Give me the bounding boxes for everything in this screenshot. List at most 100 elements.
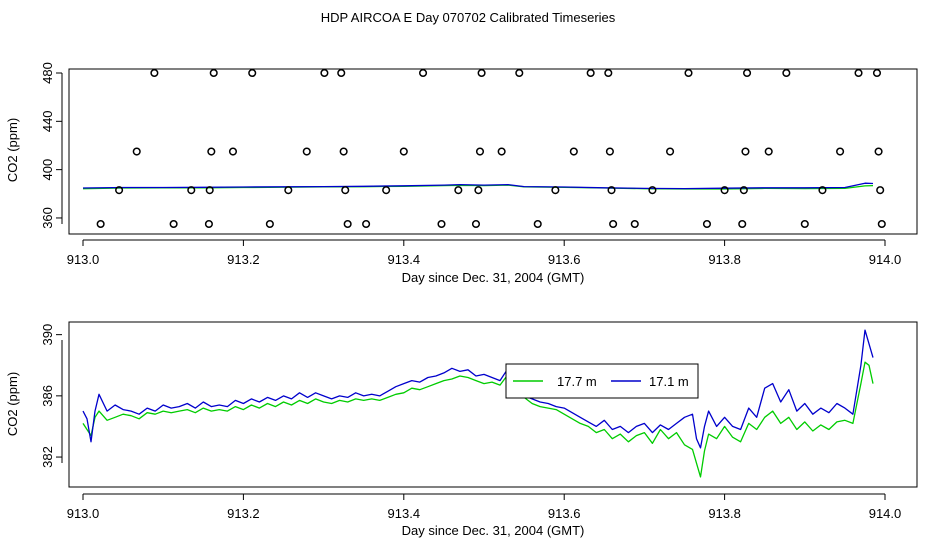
figure-title: HDP AIRCOA E Day 070702 Calibrated Times… xyxy=(321,10,616,25)
scatter-point xyxy=(477,68,486,78)
top-series-group xyxy=(82,182,874,190)
scatter-point xyxy=(284,186,293,195)
scatter-point xyxy=(607,186,616,195)
top-y-tick-label: 400 xyxy=(40,159,55,181)
scatter-point xyxy=(399,147,408,156)
scatter-point xyxy=(782,68,791,78)
scatter-point xyxy=(739,186,748,195)
panel-bottom-line: 913.0 913.2 913.4 913.6 913.8 914.0 382 386 390… xyxy=(5,321,918,538)
bottom-x-tick-label: 913.6 xyxy=(548,506,581,521)
scatter-point xyxy=(648,186,657,195)
top-series-line-blue xyxy=(82,182,874,190)
top-x-tick-label: 913.4 xyxy=(388,252,421,267)
scatter-point xyxy=(702,219,712,229)
scatter-point xyxy=(302,147,311,156)
scatter-point xyxy=(418,68,428,78)
scatter-point xyxy=(800,219,809,229)
top-x-tick-label: 913.2 xyxy=(227,252,260,267)
scatter-point xyxy=(115,186,124,195)
scatter-point xyxy=(339,147,348,156)
scatter-point xyxy=(209,68,218,78)
scatter-point xyxy=(228,147,238,156)
scatter-point xyxy=(533,219,542,229)
top-y-tick-label: 440 xyxy=(40,110,55,132)
bottom-x-ticks: 913.0 913.2 913.4 913.6 913.8 914.0 xyxy=(67,494,902,521)
top-x-tick-label: 914.0 xyxy=(869,252,902,267)
scatter-point xyxy=(720,186,729,195)
scatter-point xyxy=(187,186,196,195)
scatter-point xyxy=(169,219,178,229)
scatter-point xyxy=(265,219,274,229)
scatter-point xyxy=(437,219,446,229)
panel-top-scatter: 913.0 913.2 913.4 913.6 913.8 914.0 360 400 440… xyxy=(5,62,918,285)
scatter-point xyxy=(343,219,352,229)
scatter-point xyxy=(684,68,693,78)
scatter-point xyxy=(551,186,560,195)
scatter-point xyxy=(666,147,675,156)
scatter-point xyxy=(609,219,618,229)
scatter-point xyxy=(743,68,752,78)
scatter-point xyxy=(818,186,827,195)
scatter-point xyxy=(454,186,463,195)
top-x-tick-label: 913.8 xyxy=(708,252,741,267)
scatter-point xyxy=(132,147,141,156)
bottom-y-ticks: 382 386 390 xyxy=(40,324,62,468)
scatter-point xyxy=(872,68,882,78)
top-x-ticks: 913.0 913.2 913.4 913.6 913.8 914.0 xyxy=(67,240,902,267)
bottom-x-tick-label: 913.4 xyxy=(388,506,421,521)
scatter-point xyxy=(836,147,845,156)
scatter-point xyxy=(605,147,614,156)
scatter-point xyxy=(248,68,257,78)
scatter-point xyxy=(630,219,639,229)
scatter-point xyxy=(320,68,329,78)
scatter-point xyxy=(854,68,863,78)
top-points-group xyxy=(96,68,886,229)
bottom-x-axis-label: Day since Dec. 31, 2004 (GMT) xyxy=(402,523,585,538)
scatter-point xyxy=(207,147,216,156)
legend: 17.7 m 17.1 m xyxy=(505,363,699,399)
top-y-tick-label: 360 xyxy=(40,207,55,229)
top-y-axis-label: CO2 (ppm) xyxy=(5,118,20,182)
bottom-x-tick-label: 913.0 xyxy=(67,506,100,521)
bottom-y-tick-label: 390 xyxy=(40,324,55,346)
scatter-point xyxy=(341,186,350,195)
bottom-series-line-green xyxy=(82,361,874,478)
scatter-point xyxy=(96,219,105,229)
scatter-point xyxy=(741,147,750,156)
top-y-ticks: 360 400 440 480 xyxy=(40,62,62,229)
bottom-plot-frame xyxy=(68,321,918,488)
bottom-y-tick-label: 382 xyxy=(40,446,55,468)
scatter-point xyxy=(471,219,481,229)
bottom-x-tick-label: 913.2 xyxy=(227,506,260,521)
scatter-point xyxy=(382,186,391,195)
scatter-point xyxy=(474,186,483,195)
top-x-tick-label: 913.6 xyxy=(548,252,581,267)
scatter-point xyxy=(337,68,346,78)
scatter-point xyxy=(874,147,883,156)
scatter-point xyxy=(150,68,159,78)
scatter-point xyxy=(362,219,371,229)
bottom-series-line-blue xyxy=(82,329,874,449)
scatter-point xyxy=(497,147,506,156)
scatter-point xyxy=(204,219,213,229)
bottom-y-axis-label: CO2 (ppm) xyxy=(5,372,20,436)
top-x-tick-label: 913.0 xyxy=(67,252,100,267)
bottom-series-group xyxy=(82,329,874,478)
scatter-point xyxy=(876,186,885,195)
scatter-point xyxy=(515,68,524,78)
top-y-tick-label: 480 xyxy=(40,62,55,84)
bottom-x-tick-label: 913.8 xyxy=(708,506,741,521)
scatter-point xyxy=(738,219,747,229)
scatter-point xyxy=(475,147,485,156)
scatter-point xyxy=(877,219,886,229)
top-x-axis-label: Day since Dec. 31, 2004 (GMT) xyxy=(402,270,585,285)
legend-label-green: 17.7 m xyxy=(557,374,597,389)
bottom-y-tick-label: 386 xyxy=(40,385,55,407)
top-plot-frame xyxy=(68,68,918,235)
bottom-x-tick-label: 914.0 xyxy=(869,506,902,521)
scatter-point xyxy=(764,147,773,156)
scatter-point xyxy=(586,68,595,78)
scatter-point xyxy=(569,147,578,156)
legend-label-blue: 17.1 m xyxy=(649,374,689,389)
